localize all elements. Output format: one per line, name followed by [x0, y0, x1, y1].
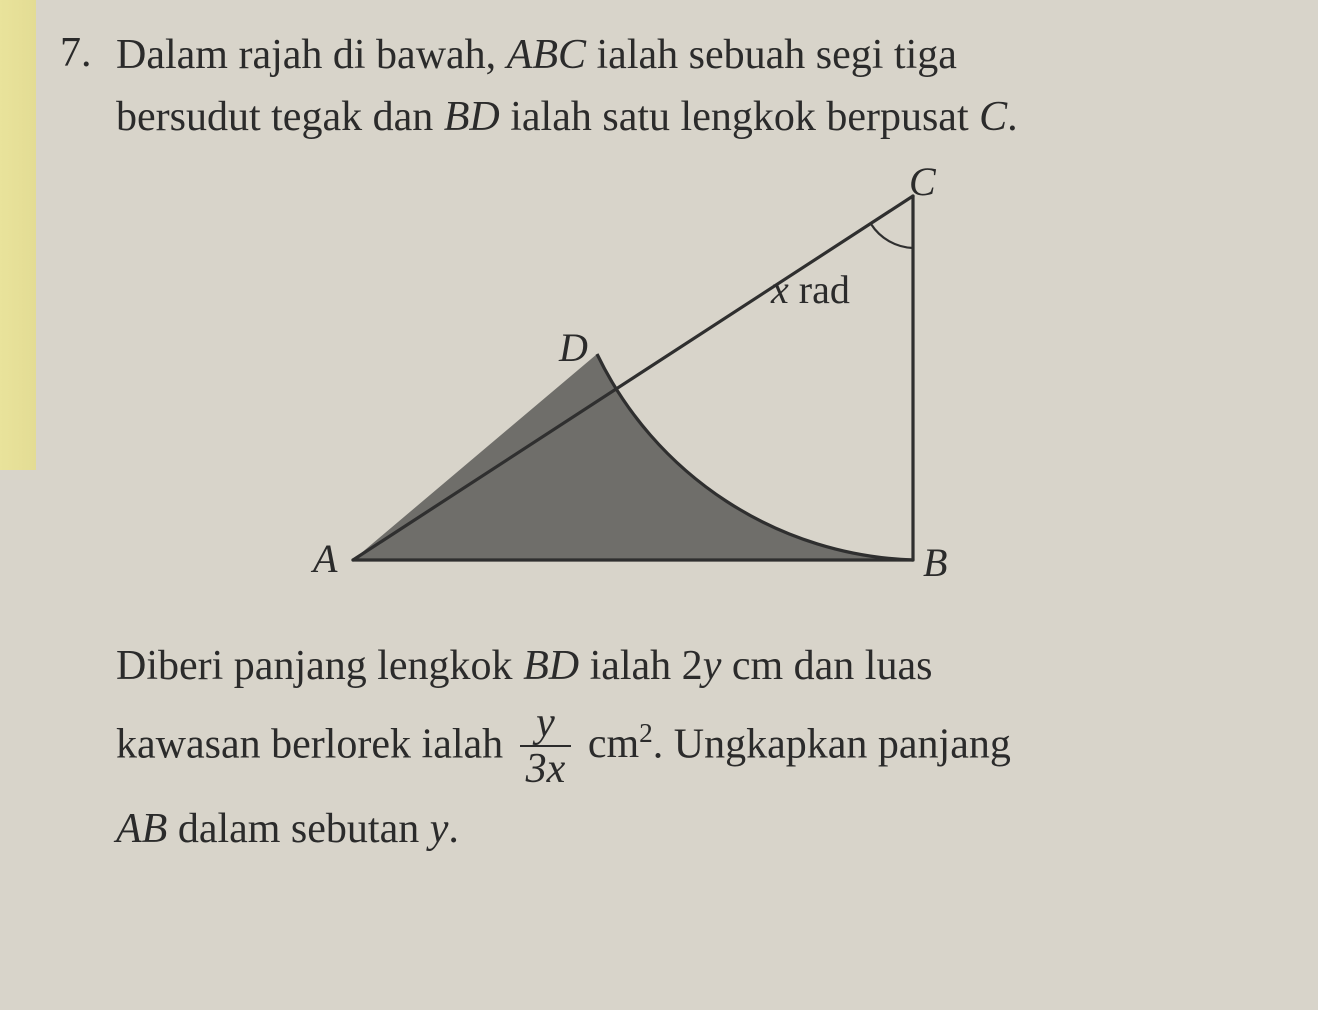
- diagram-svg: [309, 176, 1009, 606]
- label-D: D: [559, 324, 588, 371]
- fraction-den: 3x: [520, 745, 572, 791]
- fraction-num: y: [520, 701, 572, 745]
- p3-y: y: [430, 806, 449, 852]
- page: 7. Dalam rajah di bawah, ABC ialah sebua…: [0, 0, 1318, 1010]
- p1b: ialah 2: [579, 643, 703, 689]
- label-angle: x rad: [771, 266, 850, 313]
- fraction: y3x: [520, 701, 572, 791]
- q-text-abc: ABC: [507, 32, 586, 78]
- p1c: cm dan luas: [721, 643, 932, 689]
- p1-y: y: [703, 643, 722, 689]
- question-continued: Diberi panjang lengkok BD ialah 2y cm da…: [116, 630, 1258, 865]
- label-C: C: [909, 158, 936, 205]
- label-B: B: [923, 539, 947, 586]
- question-text: Dalam rajah di bawah, ABC ialah sebuah s…: [116, 24, 1018, 148]
- p2a: kawasan berlorek ialah: [116, 721, 514, 767]
- angle-unit: rad: [789, 267, 850, 312]
- p3-ab: AB: [116, 806, 167, 852]
- q-text-2b: ialah satu lengkok berpusat: [500, 94, 979, 140]
- frac-and-unit: y3x cm2: [514, 721, 653, 767]
- figure-container: A B C D x rad: [60, 176, 1258, 606]
- unit-sup: 2: [639, 718, 653, 748]
- question-block: 7. Dalam rajah di bawah, ABC ialah sebua…: [60, 24, 1258, 148]
- p3a: dalam sebutan: [167, 806, 429, 852]
- angle-var: x: [771, 267, 789, 312]
- q-text-2a: bersudut tegak dan: [116, 94, 444, 140]
- q-text-1b: ialah sebuah segi tiga: [586, 32, 957, 78]
- q-text-1a: Dalam rajah di bawah,: [116, 32, 507, 78]
- question-number: 7.: [60, 24, 116, 83]
- p3end: .: [448, 806, 459, 852]
- triangle-diagram: A B C D x rad: [309, 176, 1009, 606]
- label-A: A: [313, 535, 337, 582]
- q-text-2end: .: [1007, 94, 1018, 140]
- q-text-bd: BD: [444, 94, 500, 140]
- unit-cm: cm: [577, 721, 639, 767]
- q-text-c: C: [979, 94, 1007, 140]
- p1-bd: BD: [523, 643, 579, 689]
- p2b: . Ungkapkan panjang: [653, 721, 1011, 767]
- p1a: Diberi panjang lengkok: [116, 643, 523, 689]
